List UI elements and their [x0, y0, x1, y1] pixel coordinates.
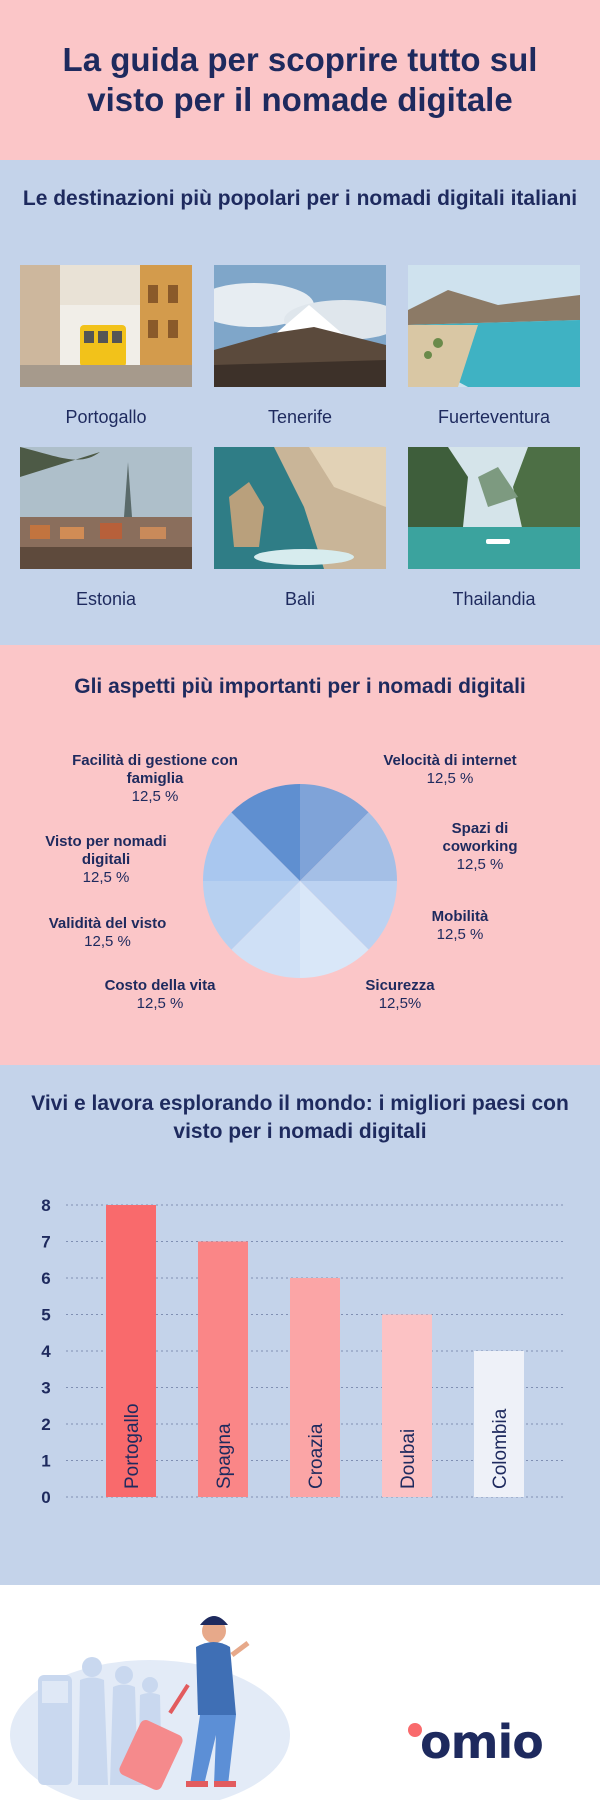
pie-label-name: Visto per nomadi digitali [45, 833, 167, 868]
destination-card-bali: Bali [214, 447, 386, 610]
pie-label-mobilita: Mobilità 12,5 % [410, 908, 510, 944]
bar-colombia [474, 1351, 524, 1497]
y-tick-label: 4 [41, 1342, 51, 1361]
bar-label: Spagna [214, 1423, 235, 1489]
best-countries-section: Vivi e lavora esplorando il mondo: i mig… [0, 1065, 600, 1585]
destination-label: Thailandia [452, 589, 536, 609]
pie-slice-sicurezza [300, 881, 369, 978]
header: La guida per scoprire tutto sul visto pe… [0, 0, 600, 160]
pie-label-name: Mobilità [431, 908, 489, 925]
destination-label: Estonia [75, 589, 137, 609]
fuerteventura-photo [408, 265, 580, 387]
pie-label-coworking: Spazi di coworking 12,5 % [425, 820, 535, 874]
pie-label-value: 12,5 % [456, 856, 504, 873]
pie-label-value: 12,5% [378, 995, 422, 1012]
pie-label-value: 12,5 % [84, 933, 131, 950]
pie-label-costo: Costo della vita 12,5 % [80, 977, 240, 1013]
pie-slice-validit-del-visto [203, 881, 300, 950]
y-tick-label: 0 [41, 1488, 50, 1507]
destination-label: Tenerife [267, 407, 333, 427]
destination-card-thailandia: Thailandia [408, 447, 580, 610]
pie-label-name: Sicurezza [365, 977, 435, 994]
aspects-section: Gli aspetti più importanti per i nomadi … [0, 645, 600, 1065]
bar-label: Croazia [306, 1423, 327, 1489]
aspects-title: Gli aspetti più importanti per i nomadi … [74, 675, 526, 698]
destination-card-tenerife: Tenerife [214, 265, 386, 428]
y-tick-label: 3 [41, 1379, 50, 1398]
page-title: La guida per scoprire tutto sul visto pe… [62, 41, 538, 118]
pie-label-name: Costo della vita [104, 977, 216, 994]
destination-label: Portogallo [65, 407, 147, 427]
traveler-illustration [10, 1616, 290, 1800]
portogallo-photo [20, 265, 192, 387]
y-tick-label: 1 [41, 1452, 50, 1471]
bar-croazia [290, 1278, 340, 1497]
pie-slice-facilit-di-gestione-con-famiglia [231, 784, 300, 881]
pie-slice-costo-della-vita [231, 881, 300, 978]
destination-label: Bali [284, 589, 315, 609]
omio-logo: omio [420, 1715, 544, 1769]
pie-label-famiglia: Facilità di gestione con famiglia 12,5 % [70, 752, 240, 806]
bar-label: Doubai [398, 1429, 419, 1489]
pie-label-value: 12,5 % [136, 995, 184, 1012]
bar-label: Colombia [490, 1408, 511, 1489]
destinations-title: Le destinazioni più popolari per i nomad… [22, 187, 578, 210]
y-tick-label: 5 [41, 1306, 50, 1325]
pie-label-name: Velocità di internet [383, 752, 517, 769]
omio-logo-dot-icon [408, 1723, 422, 1737]
pie-slice-visto-per-nomadi-digitali [203, 812, 300, 881]
bali-photo [214, 447, 386, 569]
destination-card-estonia: Estonia [20, 447, 192, 610]
pie-label-name: Facilità di gestione con famiglia [72, 752, 238, 787]
pie-label-value: 12,5 % [436, 926, 484, 943]
bar-doubai [382, 1314, 432, 1497]
pie-label-value: 12,5 % [426, 770, 474, 787]
thailandia-photo [408, 447, 580, 569]
y-tick-label: 7 [41, 1233, 50, 1252]
bar-spagna [198, 1241, 248, 1497]
destination-label: Fuerteventura [437, 407, 551, 427]
bar-portogallo [106, 1205, 156, 1497]
pie-label-value: 12,5 % [131, 788, 179, 805]
y-tick-label: 2 [41, 1415, 50, 1434]
pie-slice-velocit-di-internet [300, 784, 369, 881]
pie-slice-mobilit- [300, 881, 397, 950]
pie-slice-spazi-di-coworking [300, 812, 397, 881]
destination-card-portogallo: Portogallo [20, 265, 192, 428]
pie-label-name: Spazi di coworking [442, 820, 518, 855]
estonia-photo [20, 447, 192, 569]
pie-label-name: Validità del visto [48, 915, 167, 932]
pie-label-value: 12,5 % [82, 869, 130, 886]
pie-label-validita: Validità del visto 12,5 % [30, 915, 185, 951]
destinations-section: Le destinazioni più popolari per i nomad… [0, 160, 600, 645]
pie-label-visto: Visto per nomadi digitali 12,5 % [35, 833, 177, 887]
destination-card-fuerteventura: Fuerteventura [408, 265, 580, 428]
y-tick-label: 8 [41, 1196, 50, 1215]
bar-label: Portogallo [122, 1403, 143, 1489]
pie-label-sicurezza: Sicurezza 12,5% [345, 977, 455, 1013]
tenerife-photo [214, 265, 386, 387]
footer: omio [0, 1585, 600, 1800]
best-countries-bar-chart: 0 1 2 3 4 5 6 7 8 Portogallo Spagna Croazia Doubai Co… [41, 1196, 565, 1507]
pie-label-velocita: Velocità di internet 12,5 % [365, 752, 535, 788]
y-tick-label: 6 [41, 1269, 50, 1288]
aspects-pie-chart [203, 784, 397, 978]
best-title: Vivi e lavora esplorando il mondo: i mig… [31, 1092, 569, 1143]
